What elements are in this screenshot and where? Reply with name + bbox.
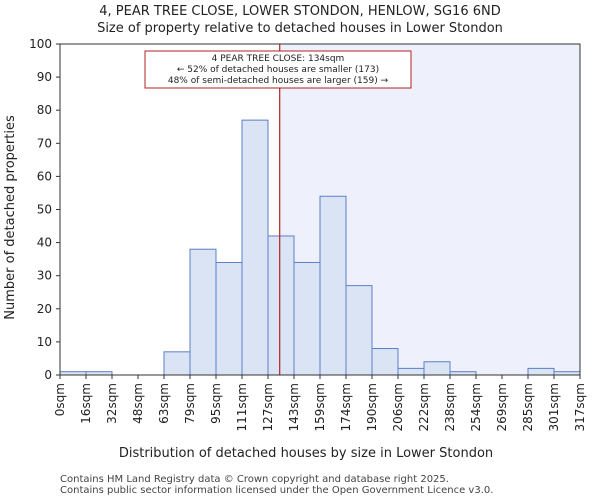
annotation-box: 4 PEAR TREE CLOSE: 134sqm ← 52% of detac…: [144, 50, 412, 89]
bar: [319, 195, 347, 376]
bar: [371, 348, 399, 376]
y-tick-label: 70: [37, 136, 52, 150]
bar: [215, 261, 243, 376]
x-tick-label: 238sqm: [443, 383, 457, 431]
x-tick-label: 254sqm: [469, 383, 483, 431]
x-tick-label: 0sqm: [53, 383, 67, 416]
x-tick-label: 317sqm: [573, 383, 587, 431]
x-tick-label: 222sqm: [417, 383, 431, 431]
y-tick-label: 50: [37, 203, 52, 217]
y-tick-label: 40: [37, 236, 52, 250]
y-tick-label: 100: [29, 37, 52, 51]
y-axis-title: Number of detached properties: [3, 115, 18, 320]
y-tick-label: 20: [37, 302, 52, 316]
x-tick-label: 206sqm: [391, 383, 405, 431]
x-tick-label: 48sqm: [131, 383, 145, 424]
x-tick-label: 285sqm: [521, 383, 535, 431]
y-tick-label: 60: [37, 169, 52, 183]
annotation-line-3: 48% of semi-detached houses are larger (…: [168, 76, 389, 86]
y-tick-label: 90: [37, 70, 52, 84]
annotation-line-1: 4 PEAR TREE CLOSE: 134sqm: [212, 54, 345, 64]
x-tick-label: 174sqm: [339, 383, 353, 431]
x-tick-label: 95sqm: [209, 383, 223, 424]
x-tick-label: 111sqm: [235, 383, 249, 431]
chart-title: 4, PEAR TREE CLOSE, LOWER STONDON, HENLO…: [99, 4, 501, 19]
x-tick-label: 79sqm: [183, 383, 197, 424]
x-tick-label: 301sqm: [547, 383, 561, 431]
bar: [527, 367, 555, 376]
x-tick-label: 127sqm: [261, 383, 275, 431]
x-axis-title: Distribution of detached houses by size …: [119, 446, 493, 461]
bar: [345, 285, 373, 376]
x-tick-label: 190sqm: [365, 383, 379, 431]
x-tick-label: 269sqm: [495, 383, 509, 431]
y-tick-label: 30: [37, 269, 52, 283]
y-tick-label: 10: [37, 335, 52, 349]
footer-line-2: Contains public sector information licen…: [60, 485, 494, 496]
x-tick-label: 63sqm: [157, 383, 171, 424]
x-tick-label: 159sqm: [313, 383, 327, 431]
bar: [241, 119, 269, 376]
x-tick-label: 32sqm: [105, 383, 119, 424]
bar: [397, 367, 425, 376]
bar: [189, 248, 217, 376]
footer-line-1: Contains HM Land Registry data © Crown c…: [60, 474, 449, 485]
chart-subtitle: Size of property relative to detached ho…: [97, 21, 503, 36]
x-tick-label: 16sqm: [79, 383, 93, 424]
y-tick-label: 0: [44, 368, 52, 382]
bar: [423, 361, 451, 376]
bar: [267, 235, 295, 376]
y-tick-label: 80: [37, 103, 52, 117]
x-tick-label: 143sqm: [287, 383, 301, 431]
bar: [163, 351, 191, 376]
annotation-line-2: ← 52% of detached houses are smaller (17…: [177, 65, 379, 75]
bar: [293, 261, 321, 376]
